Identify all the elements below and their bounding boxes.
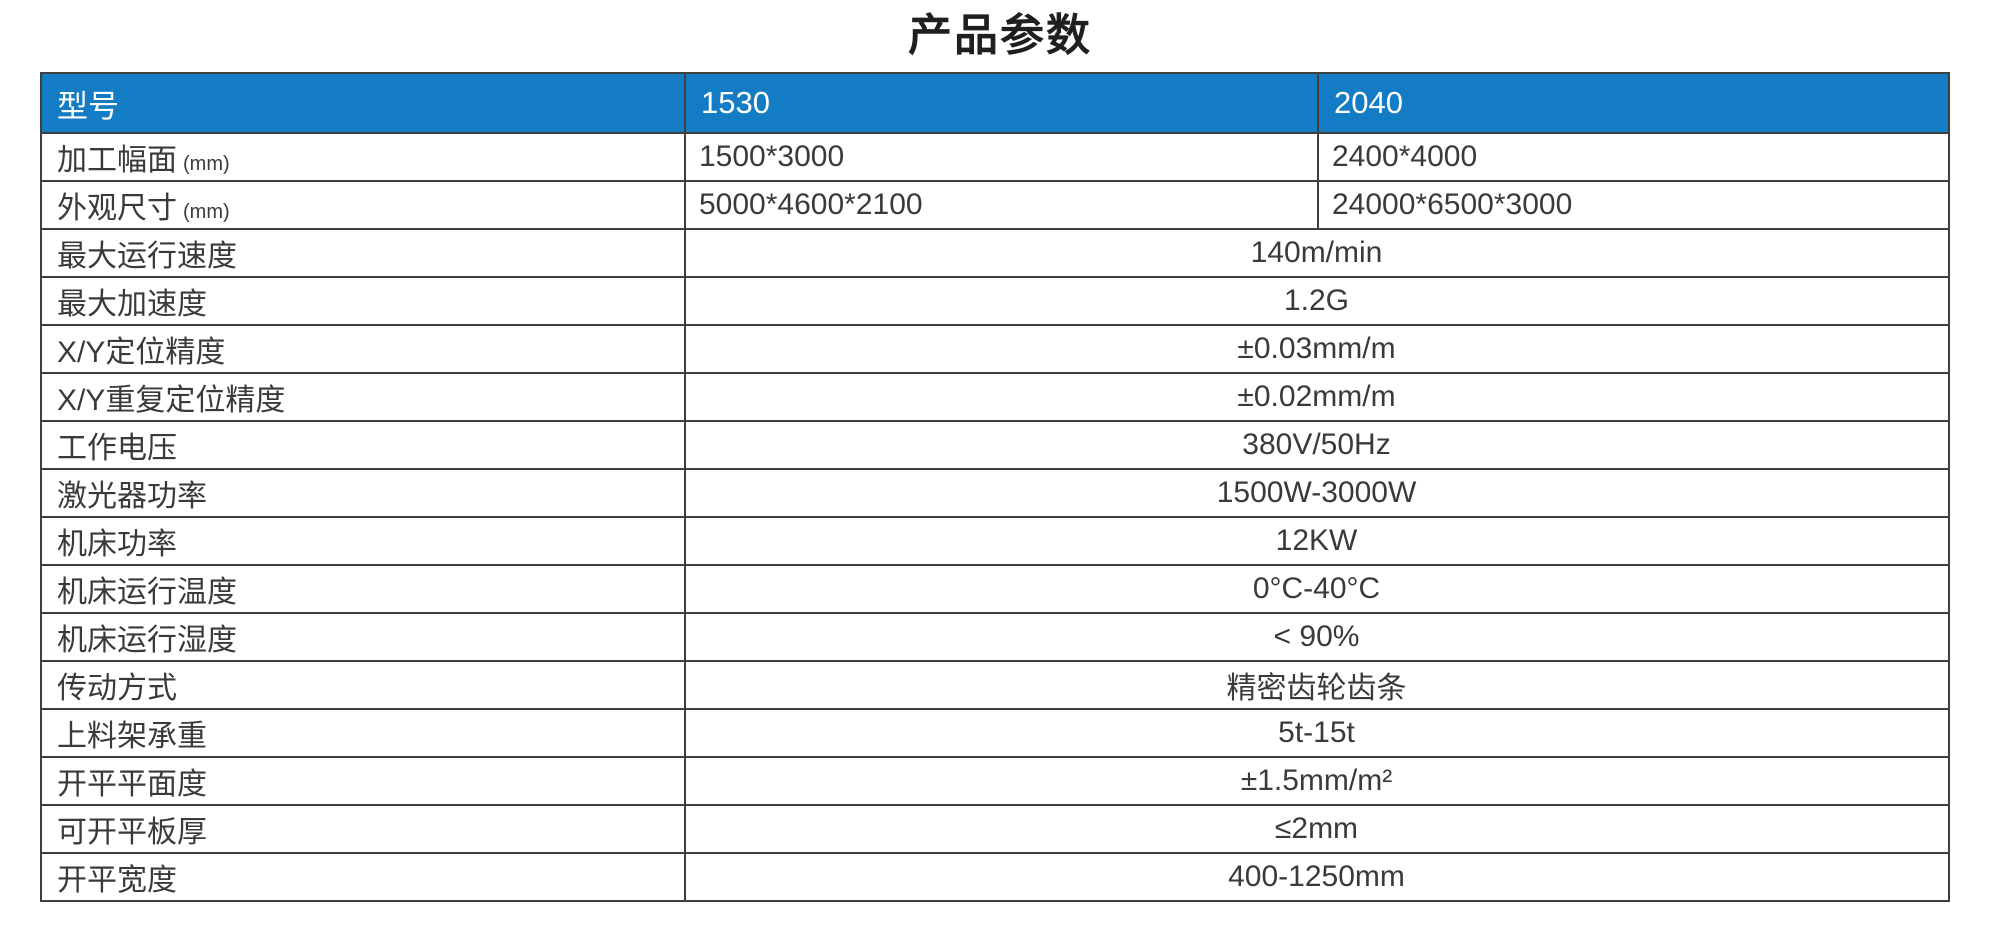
param-value-1530: 1500*3000 [684, 132, 1319, 182]
param-label-text: 加工幅面 [57, 144, 177, 177]
table-row-positioning-accuracy: X/Y定位精度 ±0.03mm/m [40, 324, 1950, 374]
param-label: 最大运行速度 [40, 228, 686, 278]
param-value: ±0.03mm/m [684, 324, 1950, 374]
table-header-row: 型号 1530 2040 [40, 72, 1950, 134]
param-label: 可开平板厚 [40, 804, 686, 854]
param-label: 外观尺寸 (mm) [40, 180, 686, 230]
param-value: 0°C-40°C [684, 564, 1950, 614]
param-label: 工作电压 [40, 420, 686, 470]
header-model-label: 型号 [40, 72, 686, 134]
param-value-2040: 2400*4000 [1317, 132, 1950, 182]
table-row-leveling-width: 开平宽度 400-1250mm [40, 852, 1950, 902]
param-label: 机床功率 [40, 516, 686, 566]
param-label: X/Y重复定位精度 [40, 372, 686, 422]
param-label: 传动方式 [40, 660, 686, 710]
table-row-leveling-plate-thickness: 可开平板厚 ≤2mm [40, 804, 1950, 854]
header-model-2040: 2040 [1317, 72, 1950, 134]
param-label: 机床运行温度 [40, 564, 686, 614]
table-row-operating-humidity: 机床运行湿度 < 90% [40, 612, 1950, 662]
param-value: 精密齿轮齿条 [684, 660, 1950, 710]
param-value-2040: 24000*6500*3000 [1317, 180, 1950, 230]
table-row-operating-temperature: 机床运行温度 0°C-40°C [40, 564, 1950, 614]
table-row-working-voltage: 工作电压 380V/50Hz [40, 420, 1950, 470]
param-value: 1500W-3000W [684, 468, 1950, 518]
header-model-1530: 1530 [684, 72, 1319, 134]
table-row-max-acceleration: 最大加速度 1.2G [40, 276, 1950, 326]
table-row-max-speed: 最大运行速度 140m/min [40, 228, 1950, 278]
param-label-unit: (mm) [183, 201, 230, 223]
param-label: X/Y定位精度 [40, 324, 686, 374]
table-row-working-area: 加工幅面 (mm) 1500*3000 2400*4000 [40, 132, 1950, 182]
table-row-loading-rack-capacity: 上料架承重 5t-15t [40, 708, 1950, 758]
param-value: 400-1250mm [684, 852, 1950, 902]
param-label-text: 外观尺寸 [57, 192, 177, 225]
param-value-1530: 5000*4600*2100 [684, 180, 1319, 230]
table-row-transmission-mode: 传动方式 精密齿轮齿条 [40, 660, 1950, 710]
param-label: 开平宽度 [40, 852, 686, 902]
table-row-repeat-positioning-accuracy: X/Y重复定位精度 ±0.02mm/m [40, 372, 1950, 422]
param-value: ±1.5mm/m² [684, 756, 1950, 806]
product-parameters-table: 型号 1530 2040 加工幅面 (mm) 1500*3000 2400*400… [40, 72, 1950, 902]
table-row-dimensions: 外观尺寸 (mm) 5000*4600*2100 24000*6500*3000 [40, 180, 1950, 230]
param-label: 机床运行湿度 [40, 612, 686, 662]
param-value: 140m/min [684, 228, 1950, 278]
param-value: 1.2G [684, 276, 1950, 326]
param-label: 开平平面度 [40, 756, 686, 806]
param-value: 380V/50Hz [684, 420, 1950, 470]
param-value: ±0.02mm/m [684, 372, 1950, 422]
param-label: 上料架承重 [40, 708, 686, 758]
page-title: 产品参数 [908, 11, 1092, 60]
param-label: 激光器功率 [40, 468, 686, 518]
param-label-unit: (mm) [183, 153, 230, 175]
param-label: 加工幅面 (mm) [40, 132, 686, 182]
param-label: 最大加速度 [40, 276, 686, 326]
table-row-machine-power: 机床功率 12KW [40, 516, 1950, 566]
param-value: < 90% [684, 612, 1950, 662]
param-value: 5t-15t [684, 708, 1950, 758]
table-row-laser-power: 激光器功率 1500W-3000W [40, 468, 1950, 518]
param-value: 12KW [684, 516, 1950, 566]
table-row-leveling-flatness: 开平平面度 ±1.5mm/m² [40, 756, 1950, 806]
param-value: ≤2mm [684, 804, 1950, 854]
